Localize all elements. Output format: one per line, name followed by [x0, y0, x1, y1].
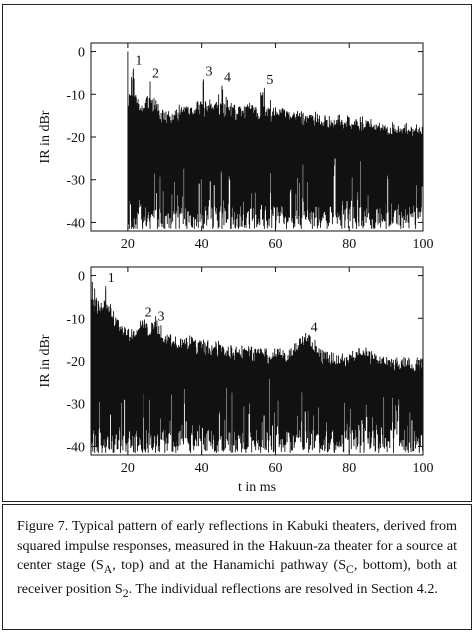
- y-tick-label: -40: [66, 216, 85, 231]
- reflection-label: 4: [311, 320, 318, 335]
- x-tick-label: 80: [342, 237, 356, 252]
- caption-text: Figure 7. Typical pattern of early refle…: [17, 518, 457, 600]
- y-axis-label: IR in dBr: [38, 110, 53, 163]
- ir-trace-bottom: [90, 275, 424, 453]
- x-tick-label: 100: [413, 237, 434, 252]
- reflection-label: 3: [206, 64, 213, 79]
- y-tick-label: -20: [66, 131, 85, 146]
- reflection-label: 4: [224, 71, 231, 86]
- y-tick-label: -30: [66, 174, 85, 189]
- y-tick-label: 0: [78, 46, 85, 61]
- x-axis-label: t in ms: [238, 480, 276, 495]
- reflection-label: 1: [135, 54, 142, 69]
- reflection-label: 1: [108, 271, 115, 286]
- y-tick-label: -40: [66, 440, 85, 455]
- x-tick-label: 20: [121, 461, 135, 476]
- x-tick-label: 60: [268, 461, 282, 476]
- x-tick-label: 80: [342, 461, 356, 476]
- y-tick-label: -10: [66, 312, 85, 327]
- x-tick-label: 60: [268, 237, 282, 252]
- y-axis-label: IR in dBr: [38, 334, 53, 387]
- x-tick-label: 20: [121, 237, 135, 252]
- reflection-label: 2: [152, 66, 159, 81]
- ir-trace-path: [127, 51, 424, 229]
- chart-panel-top: 20 40 60 80 100 0 -10 -20 -30 -40 IR in dBr 12 3 4 5: [38, 42, 434, 252]
- reflection-label: 5: [266, 73, 273, 88]
- y-tick-label: -10: [66, 88, 85, 103]
- x-tick-label: 100: [413, 461, 434, 476]
- figure-caption: Figure 7. Typical pattern of early refle…: [2, 504, 472, 630]
- ir-trace-top: [127, 51, 424, 229]
- x-tick-label: 40: [195, 461, 209, 476]
- figure-frame: 20 40 60 80 100 0 -10 -20 -30 -40 IR in dBr 1 2 3 4 5 20…: [2, 4, 472, 502]
- reflection-label: 2: [145, 305, 152, 320]
- y-tick-label: 0: [78, 270, 85, 285]
- ir-trace-path: [90, 275, 424, 453]
- y-tick-label: -20: [66, 355, 85, 370]
- reflection-label: 3: [158, 310, 165, 325]
- y-tick-label: -30: [66, 398, 85, 413]
- chart-panel-bottom: 20 40 60 80 100 0 -10 -20 -30 -40 IR in dBr t in ms…: [38, 266, 434, 495]
- x-tick-label: 40: [195, 237, 209, 252]
